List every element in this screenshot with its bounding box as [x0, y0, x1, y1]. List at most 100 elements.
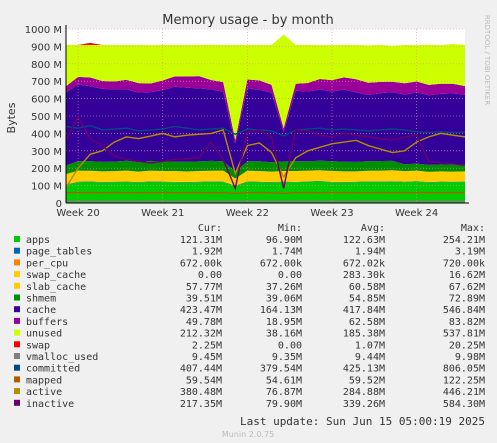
legend-value: 339.26M	[343, 399, 385, 410]
y-tick-label: 1000 M	[25, 25, 62, 36]
legend-label: shmem	[26, 294, 56, 305]
legend-label: page_tables	[26, 247, 92, 258]
y-tick-label: 0	[56, 199, 62, 210]
legend-label: active	[26, 387, 62, 398]
legend-value: 1.92M	[192, 247, 222, 258]
legend-value: 9.35M	[272, 352, 302, 363]
legend-value: 39.51M	[186, 294, 222, 305]
legend-value: 16.62M	[449, 270, 485, 281]
legend-value: 672.00k	[180, 258, 222, 269]
y-axis-label: Bytes	[5, 102, 18, 133]
legend-value: 122.25M	[443, 375, 485, 386]
legend-value: 546.84M	[443, 305, 485, 316]
legend-value: 672.02k	[343, 258, 385, 269]
legend-value: 122.63M	[343, 235, 385, 246]
legend-value: 1.74M	[272, 247, 302, 258]
line-active	[65, 129, 466, 188]
legend-value: 806.05M	[443, 364, 485, 375]
legend: Cur: Min: Avg: Max: apps 121.31M 96.90M 122.63M…	[14, 223, 485, 410]
legend-value: 18.95M	[266, 317, 302, 328]
legend-value: 380.48M	[180, 387, 222, 398]
legend-value: 417.84M	[343, 305, 385, 316]
legend-value: 446.21M	[443, 387, 485, 398]
legend-column-header: Avg:	[361, 223, 385, 234]
legend-value: 96.90M	[266, 235, 302, 246]
legend-value: 79.90M	[266, 399, 302, 410]
legend-swatch-shmem	[14, 294, 20, 301]
x-tick-label: Week 21	[141, 208, 184, 219]
legend-swatch-cache	[14, 306, 20, 313]
legend-value: 584.30M	[443, 399, 485, 410]
legend-label: swap_cache	[26, 270, 86, 281]
legend-label: committed	[26, 364, 80, 375]
legend-value: 423.47M	[180, 305, 222, 316]
line-inactive	[65, 115, 466, 191]
legend-column-header: Cur:	[198, 223, 222, 234]
legend-swatch-per-cpu	[14, 259, 20, 266]
legend-value: 1.94M	[355, 247, 385, 258]
legend-value: 49.78M	[186, 317, 222, 328]
y-tick-label: 700 M	[31, 77, 62, 88]
legend-value: 164.13M	[260, 305, 302, 316]
legend-swatch-apps	[14, 236, 20, 242]
legend-label: vmalloc_used	[26, 352, 98, 363]
legend-value: 254.21M	[443, 235, 485, 246]
legend-column-header: Max:	[461, 223, 485, 234]
legend-value: 720.00k	[443, 258, 485, 269]
x-tick-label: Week 24	[395, 208, 438, 219]
legend-value: 72.89M	[449, 294, 485, 305]
legend-swatch-vmalloc-used	[14, 353, 20, 359]
legend-column-header: Min:	[278, 223, 302, 234]
y-tick-label: 400 M	[31, 129, 62, 140]
legend-value: 0.00	[198, 270, 222, 281]
legend-value: 37.26M	[266, 282, 302, 293]
legend-value: 59.54M	[186, 375, 222, 386]
legend-value: 672.00k	[260, 258, 302, 269]
x-tick-label: Week 20	[56, 208, 99, 219]
rrdtool-credit: RRDTOOL / TOBI OETIKER	[483, 15, 491, 105]
legend-value: 283.30k	[343, 270, 385, 281]
legend-swatch-unused	[14, 329, 20, 336]
y-tick-label: 800 M	[31, 60, 62, 71]
legend-value: 9.44M	[355, 352, 385, 363]
legend-value: 62.58M	[349, 317, 385, 328]
legend-value: 3.19M	[455, 247, 485, 258]
legend-label: unused	[26, 329, 62, 340]
legend-value: 38.16M	[266, 329, 302, 340]
legend-value: 59.52M	[349, 375, 385, 386]
legend-label: swap	[26, 340, 50, 351]
legend-value: 0.00	[278, 270, 302, 281]
y-tick-label: 100 M	[31, 182, 62, 193]
legend-value: 9.98M	[455, 352, 485, 363]
legend-value: 2.25M	[192, 340, 222, 351]
y-tick-label: 500 M	[31, 112, 62, 123]
legend-swatch-active	[14, 388, 20, 395]
area-cache	[66, 84, 465, 172]
legend-label: apps	[26, 235, 50, 246]
legend-value: 0.00	[278, 340, 302, 351]
x-tick-label: Week 22	[226, 208, 269, 219]
y-tick-label: 300 M	[31, 147, 62, 158]
y-tick-label: 600 M	[31, 95, 62, 106]
legend-value: 407.44M	[180, 364, 222, 375]
area-shmem	[66, 160, 465, 179]
legend-value: 379.54M	[260, 364, 302, 375]
legend-swatch-swap	[14, 341, 20, 348]
chart-title: Memory usage - by month	[162, 13, 333, 28]
legend-value: 67.62M	[449, 282, 485, 293]
line-committed	[65, 124, 466, 137]
legend-swatch-inactive	[14, 399, 20, 406]
legend-value: 76.87M	[266, 387, 302, 398]
legend-swatch-buffers	[14, 317, 20, 324]
munin-footer: Munin 2.0.75	[222, 430, 274, 439]
area-buffers	[66, 76, 465, 144]
legend-value: 20.25M	[449, 340, 485, 351]
legend-label: inactive	[26, 399, 74, 410]
legend-swatch-committed	[14, 364, 20, 371]
legend-value: 185.38M	[343, 329, 385, 340]
plot-area: 0 100 M 200 M 300 M 400 M 500 M 600 M 700 M 800 …	[25, 25, 469, 219]
legend-swatch-swap-cache	[14, 271, 20, 278]
y-tick-label: 200 M	[31, 164, 62, 175]
last-update: Last update: Sun Jun 15 05:00:19 2025	[240, 415, 485, 428]
